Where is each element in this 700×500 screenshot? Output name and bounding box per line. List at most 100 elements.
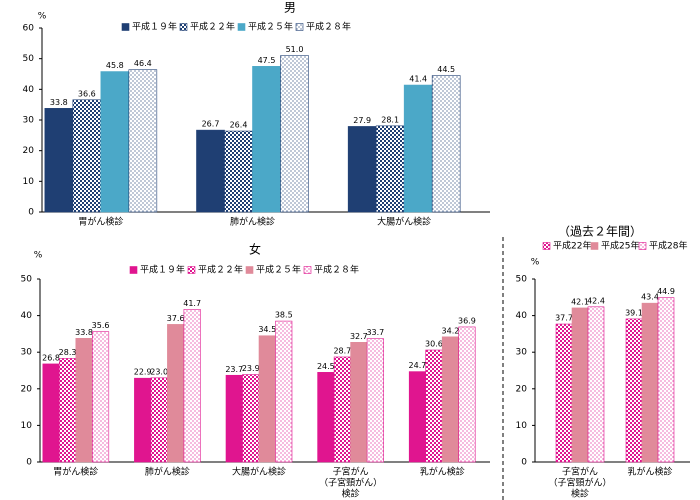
bar [625,318,643,463]
bar [425,349,443,463]
value-label: 42.4 [587,296,605,305]
value-label: 30.6 [425,340,443,349]
y-tick-label: 10 [23,177,35,187]
legend-swatch [237,23,246,31]
value-label: 41.4 [409,75,427,84]
bar [431,75,461,213]
bar [403,84,433,213]
legend-label: 平成25年 [601,240,639,252]
y-tick-label: 0 [521,458,527,468]
y-tick-label: 40 [23,85,35,95]
bar [571,307,589,463]
value-label: 37.7 [555,314,573,323]
legend-swatch [638,242,647,250]
bar [317,372,335,463]
legend-label: 平成２２年 [190,21,235,33]
chart-title: 女 [249,242,261,257]
x-tick-label: （子宮頸がん） [319,477,382,489]
y-tick-label: 50 [23,54,35,64]
value-label: 38.5 [275,311,293,320]
x-tick-label: 大腸がん検診 [377,216,431,228]
value-label: 33.8 [50,98,68,107]
y-tick-label: 10 [516,421,528,431]
legend-swatch [542,242,551,250]
y-tick-label: 0 [26,458,32,468]
value-label: 26.7 [202,120,220,129]
y-axis-label: % [38,12,47,22]
legend-label: 平成28年 [649,240,687,252]
bar [275,320,293,463]
x-tick-label: （子宮頸がん） [548,477,611,489]
value-label: 39.1 [625,308,643,317]
y-tick-label: 30 [23,116,35,126]
value-label: 32.7 [350,332,368,341]
y-tick-label: 30 [516,348,528,358]
bar [333,356,351,463]
bar [224,130,253,213]
legend-label: 平成２２年 [198,264,243,276]
bar [350,342,368,463]
bar [458,326,476,463]
bar [641,302,659,463]
bar [258,335,276,463]
value-label: 47.5 [258,56,276,65]
legend-label: 平成２８年 [314,264,359,276]
legend-label: 平成２５年 [248,21,293,33]
y-tick-label: 20 [23,146,35,156]
x-tick-label: 胃がん検診 [78,216,123,228]
bar [75,337,93,463]
y-axis-label: % [531,258,540,268]
bar [587,306,605,463]
x-tick-label: 肺がん検診 [145,466,190,478]
value-label: 24.7 [409,361,427,370]
x-tick-label: 検診 [342,488,360,500]
legend-swatch [187,266,196,274]
value-label: 26.8 [42,353,60,362]
value-label: 44.5 [437,65,455,74]
y-tick-label: 50 [516,275,528,285]
bar [196,129,225,213]
legend-label: 平成２５年 [256,264,301,276]
value-label: 27.9 [353,116,371,125]
legend-swatch [129,266,138,274]
value-label: 28.3 [59,348,77,357]
y-tick-label: 50 [21,275,33,285]
value-label: 28.7 [333,346,351,355]
bar [657,297,675,463]
bar [42,363,60,463]
legend-swatch [303,266,312,274]
legend-label: 平成１９年 [132,21,177,33]
legend-swatch [121,23,130,31]
y-tick-label: 40 [516,311,528,321]
value-label: 23.7 [225,365,243,374]
bar [44,108,74,213]
legend-swatch [179,23,188,31]
bar [408,371,427,463]
value-label: 51.0 [286,45,304,54]
legend-swatch [295,23,304,31]
bar [347,126,377,213]
y-tick-label: 30 [21,348,33,358]
bar [252,66,281,213]
bar [366,338,384,463]
x-tick-label: 検診 [571,488,589,500]
bar [280,55,309,213]
value-label: 24.5 [317,362,335,371]
legend-swatch [590,242,599,250]
x-tick-label: 胃がん検診 [53,466,98,478]
value-label: 22.9 [134,368,152,377]
bar [225,374,243,463]
value-label: 44.9 [657,287,675,296]
bar [150,377,168,463]
x-tick-label: 肺がん検診 [230,216,275,228]
bar [128,69,158,213]
bar [183,309,201,463]
value-label: 35.6 [92,321,110,330]
bar [441,336,460,463]
legend-label: 平成22年 [553,240,591,252]
x-tick-label: 子宮がん [562,466,598,478]
value-label: 33.7 [366,328,384,337]
legend-label: 平成２８年 [306,21,351,33]
chart-title: 男 [284,1,296,15]
